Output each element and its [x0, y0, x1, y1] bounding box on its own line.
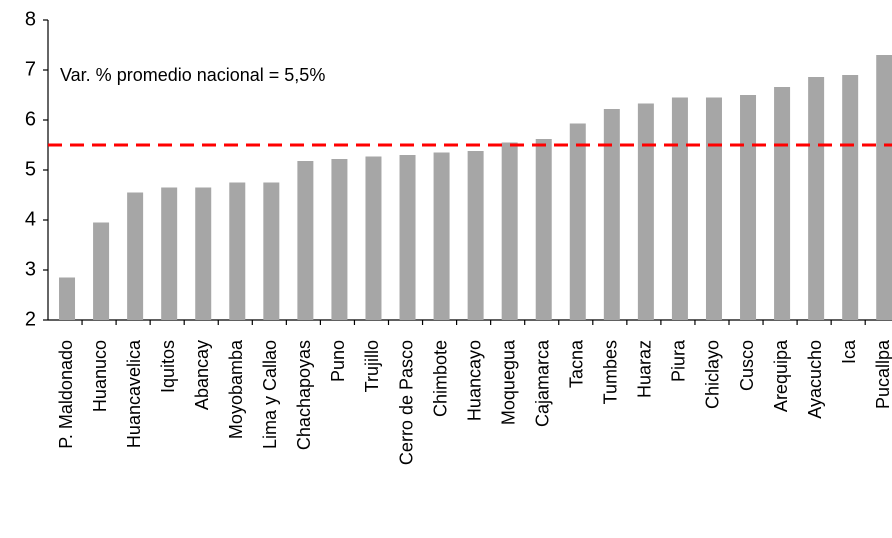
x-tick-label: Cajamarca [532, 339, 552, 427]
y-tick-label: 7 [25, 58, 36, 80]
bar [637, 103, 654, 320]
x-tick-label: Chiclayo [703, 340, 723, 409]
x-tick-label: P. Maldonado [56, 340, 76, 449]
bar [433, 152, 450, 320]
bar [263, 182, 280, 320]
bar [59, 277, 76, 320]
x-tick-label: Puno [328, 340, 348, 382]
x-tick-label: Chachapoyas [294, 340, 314, 450]
x-tick-label: Trujillo [362, 340, 382, 392]
bar [297, 161, 314, 320]
y-tick-label: 2 [25, 308, 36, 330]
bar [603, 109, 620, 320]
x-tick-label: Cusco [737, 340, 757, 391]
bar [876, 55, 892, 320]
bar [127, 192, 144, 320]
bar [467, 151, 484, 320]
x-tick-label: Iquitos [158, 340, 178, 393]
x-tick-label: Huancavelica [124, 339, 144, 448]
bar [569, 123, 586, 320]
x-tick-label: Huaraz [635, 340, 655, 398]
x-tick-label: Huanuco [90, 340, 110, 412]
bar [740, 95, 757, 320]
x-tick-label: Ica [839, 339, 859, 364]
y-tick-label: 3 [25, 258, 36, 280]
y-tick-label: 5 [25, 158, 36, 180]
bar [161, 187, 178, 320]
bar [331, 159, 348, 320]
y-tick-label: 4 [25, 208, 36, 230]
x-tick-label: Abancay [192, 340, 212, 410]
x-tick-label: Tacna [567, 339, 587, 388]
x-tick-label: Lima y Callao [260, 340, 280, 449]
x-tick-label: Moquegua [498, 339, 518, 425]
bar [229, 182, 246, 320]
x-tick-label: Moyobamba [226, 339, 246, 439]
bar [535, 139, 552, 320]
bar [399, 155, 416, 320]
bar [93, 222, 110, 320]
x-tick-label: Chimbote [430, 340, 450, 417]
x-tick-label: Cerro de Pasco [396, 340, 416, 465]
bar [774, 87, 791, 320]
y-tick-label: 8 [25, 8, 36, 30]
x-tick-label: Tumbes [601, 340, 621, 404]
bar [195, 187, 212, 320]
bar [501, 142, 518, 320]
x-tick-label: Pucallpa [873, 339, 892, 409]
x-tick-label: Ayacucho [805, 340, 825, 419]
x-tick-label: Huancayo [464, 340, 484, 421]
bar [808, 77, 825, 320]
y-tick-label: 6 [25, 108, 36, 130]
bar [671, 97, 688, 320]
x-tick-label: Arequipa [771, 339, 791, 412]
bar [705, 97, 722, 320]
annotation: Var. % promedio nacional = 5,5% [60, 65, 325, 85]
bar [842, 75, 859, 320]
x-tick-label: Piura [669, 339, 689, 382]
bar [365, 156, 382, 320]
